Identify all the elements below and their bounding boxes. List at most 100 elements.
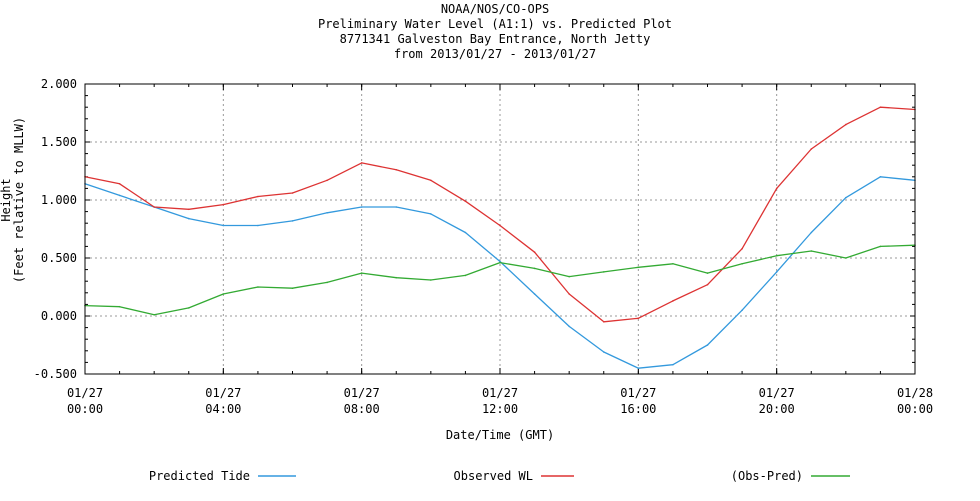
data-point-obs-pred [879, 245, 882, 248]
data-point-observed-wl [464, 200, 467, 202]
legend-label-obs-pred: (Obs-Pred) [731, 469, 803, 483]
data-point-predicted-tide [533, 293, 536, 295]
x-tick-labels: 01/27 00:00 01/27 04:00 01/27 08:00 01/27 12:00… [67, 386, 933, 416]
data-point-obs-pred [568, 275, 570, 278]
y-tick-label: 0.000 [41, 309, 77, 323]
x-tick-date: 01/28 [897, 386, 933, 400]
data-point-observed-wl [810, 148, 813, 150]
data-point-observed-wl [706, 283, 709, 286]
data-point-obs-pred [533, 267, 536, 270]
y-tick-labels: 2.000 1.500 1.000 0.500 0.000 -0.500 [34, 77, 77, 381]
plot-frame [84, 83, 916, 375]
data-point-obs-pred [222, 293, 225, 295]
data-point-predicted-tide [188, 217, 190, 220]
data-point-predicted-tide [360, 206, 363, 208]
title-line: from 2013/01/27 - 2013/01/27 [394, 47, 596, 61]
x-tick-time: 00:00 [897, 402, 933, 416]
data-point-obs-pred [741, 263, 743, 265]
data-point-predicted-tide [499, 260, 501, 263]
data-point-observed-wl [637, 317, 640, 320]
data-point-predicted-tide [430, 213, 432, 215]
x-tick-time: 00:00 [67, 402, 103, 416]
data-point-predicted-tide [464, 231, 467, 234]
x-tick-time: 08:00 [344, 402, 380, 416]
data-point-predicted-tide [222, 224, 225, 227]
x-tick-time: 16:00 [620, 402, 656, 416]
data-point-predicted-tide [568, 325, 570, 328]
chart-title: NOAA/NOS/CO-OPS Preliminary Water Level … [318, 2, 672, 61]
data-point-observed-wl [395, 169, 398, 171]
data-point-obs-pred [153, 314, 155, 316]
data-point-obs-pred [464, 274, 467, 277]
title-line: Preliminary Water Level (A1:1) vs. Predi… [318, 17, 672, 31]
data-point-observed-wl [845, 123, 847, 126]
data-point-observed-wl [153, 206, 155, 208]
data-point-observed-wl [603, 321, 605, 323]
data-point-obs-pred [810, 250, 813, 252]
data-point-observed-wl [291, 192, 294, 194]
data-point-predicted-tide [637, 367, 640, 370]
data-point-obs-pred [118, 305, 121, 308]
data-point-observed-wl [741, 247, 743, 250]
data-point-obs-pred [188, 307, 190, 309]
y-axis-label: Height (Feet relative to MLLW) [0, 117, 26, 283]
data-point-observed-wl [360, 162, 363, 164]
legend: Predicted Tide Observed WL (Obs-Pred) [149, 469, 850, 483]
x-tick-date: 01/27 [620, 386, 656, 400]
data-point-predicted-tide [326, 212, 328, 214]
data-point-predicted-tide [395, 206, 398, 208]
x-axis-label: Date/Time (GMT) [446, 428, 554, 442]
data-point-observed-wl [533, 251, 536, 253]
y-tick-label: 1.500 [41, 135, 77, 149]
data-point-observed-wl [430, 179, 432, 182]
data-point-observed-wl [568, 293, 570, 295]
data-point-obs-pred [360, 272, 363, 274]
x-tick-time: 04:00 [205, 402, 241, 416]
x-tick-date: 01/27 [482, 386, 518, 400]
data-point-observed-wl [879, 106, 882, 108]
legend-label-observed: Observed WL [454, 469, 533, 483]
data-point-obs-pred [845, 257, 847, 259]
data-point-predicted-tide [257, 224, 259, 227]
y-tick-label: 0.500 [41, 251, 77, 265]
gridlines [85, 84, 915, 374]
data-point-predicted-tide [672, 363, 674, 366]
x-tick-date: 01/27 [67, 386, 103, 400]
data-point-obs-pred [257, 286, 259, 288]
y-axis-label-line: (Feet relative to MLLW) [12, 117, 26, 283]
data-point-obs-pred [291, 287, 294, 290]
data-point-predicted-tide [879, 176, 882, 178]
title-line: 8771341 Galveston Bay Entrance, North Je… [340, 32, 651, 46]
data-point-predicted-tide [291, 220, 294, 222]
data-point-predicted-tide [706, 344, 709, 346]
data-point-predicted-tide [845, 196, 847, 199]
data-point-predicted-tide [810, 231, 813, 234]
data-point-obs-pred [326, 281, 328, 284]
y-axis-label-line: Height [0, 178, 13, 221]
x-tick-date: 01/27 [205, 386, 241, 400]
data-point-obs-pred [603, 271, 605, 273]
data-point-obs-pred [430, 279, 432, 281]
data-point-predicted-tide [603, 351, 605, 353]
data-point-obs-pred [706, 272, 709, 274]
data-point-observed-wl [672, 300, 674, 302]
x-tick-time: 20:00 [759, 402, 795, 416]
data-point-observed-wl [257, 195, 259, 198]
data-point-obs-pred [499, 261, 501, 264]
data-point-observed-wl [326, 179, 328, 182]
data-point-observed-wl [499, 224, 501, 227]
data-point-obs-pred [775, 254, 778, 257]
data-point-observed-wl [222, 203, 225, 206]
x-tick-time: 12:00 [482, 402, 518, 416]
axis-ticks [84, 83, 916, 375]
x-tick-date: 01/27 [759, 386, 795, 400]
data-point-predicted-tide [741, 309, 743, 312]
data-point-observed-wl [775, 187, 778, 190]
legend-label-predicted: Predicted Tide [149, 469, 250, 483]
data-point-observed-wl [118, 183, 121, 185]
data-point-predicted-tide [118, 194, 121, 197]
x-tick-date: 01/27 [344, 386, 380, 400]
data-point-predicted-tide [775, 271, 778, 273]
y-tick-label: -0.500 [34, 367, 77, 381]
